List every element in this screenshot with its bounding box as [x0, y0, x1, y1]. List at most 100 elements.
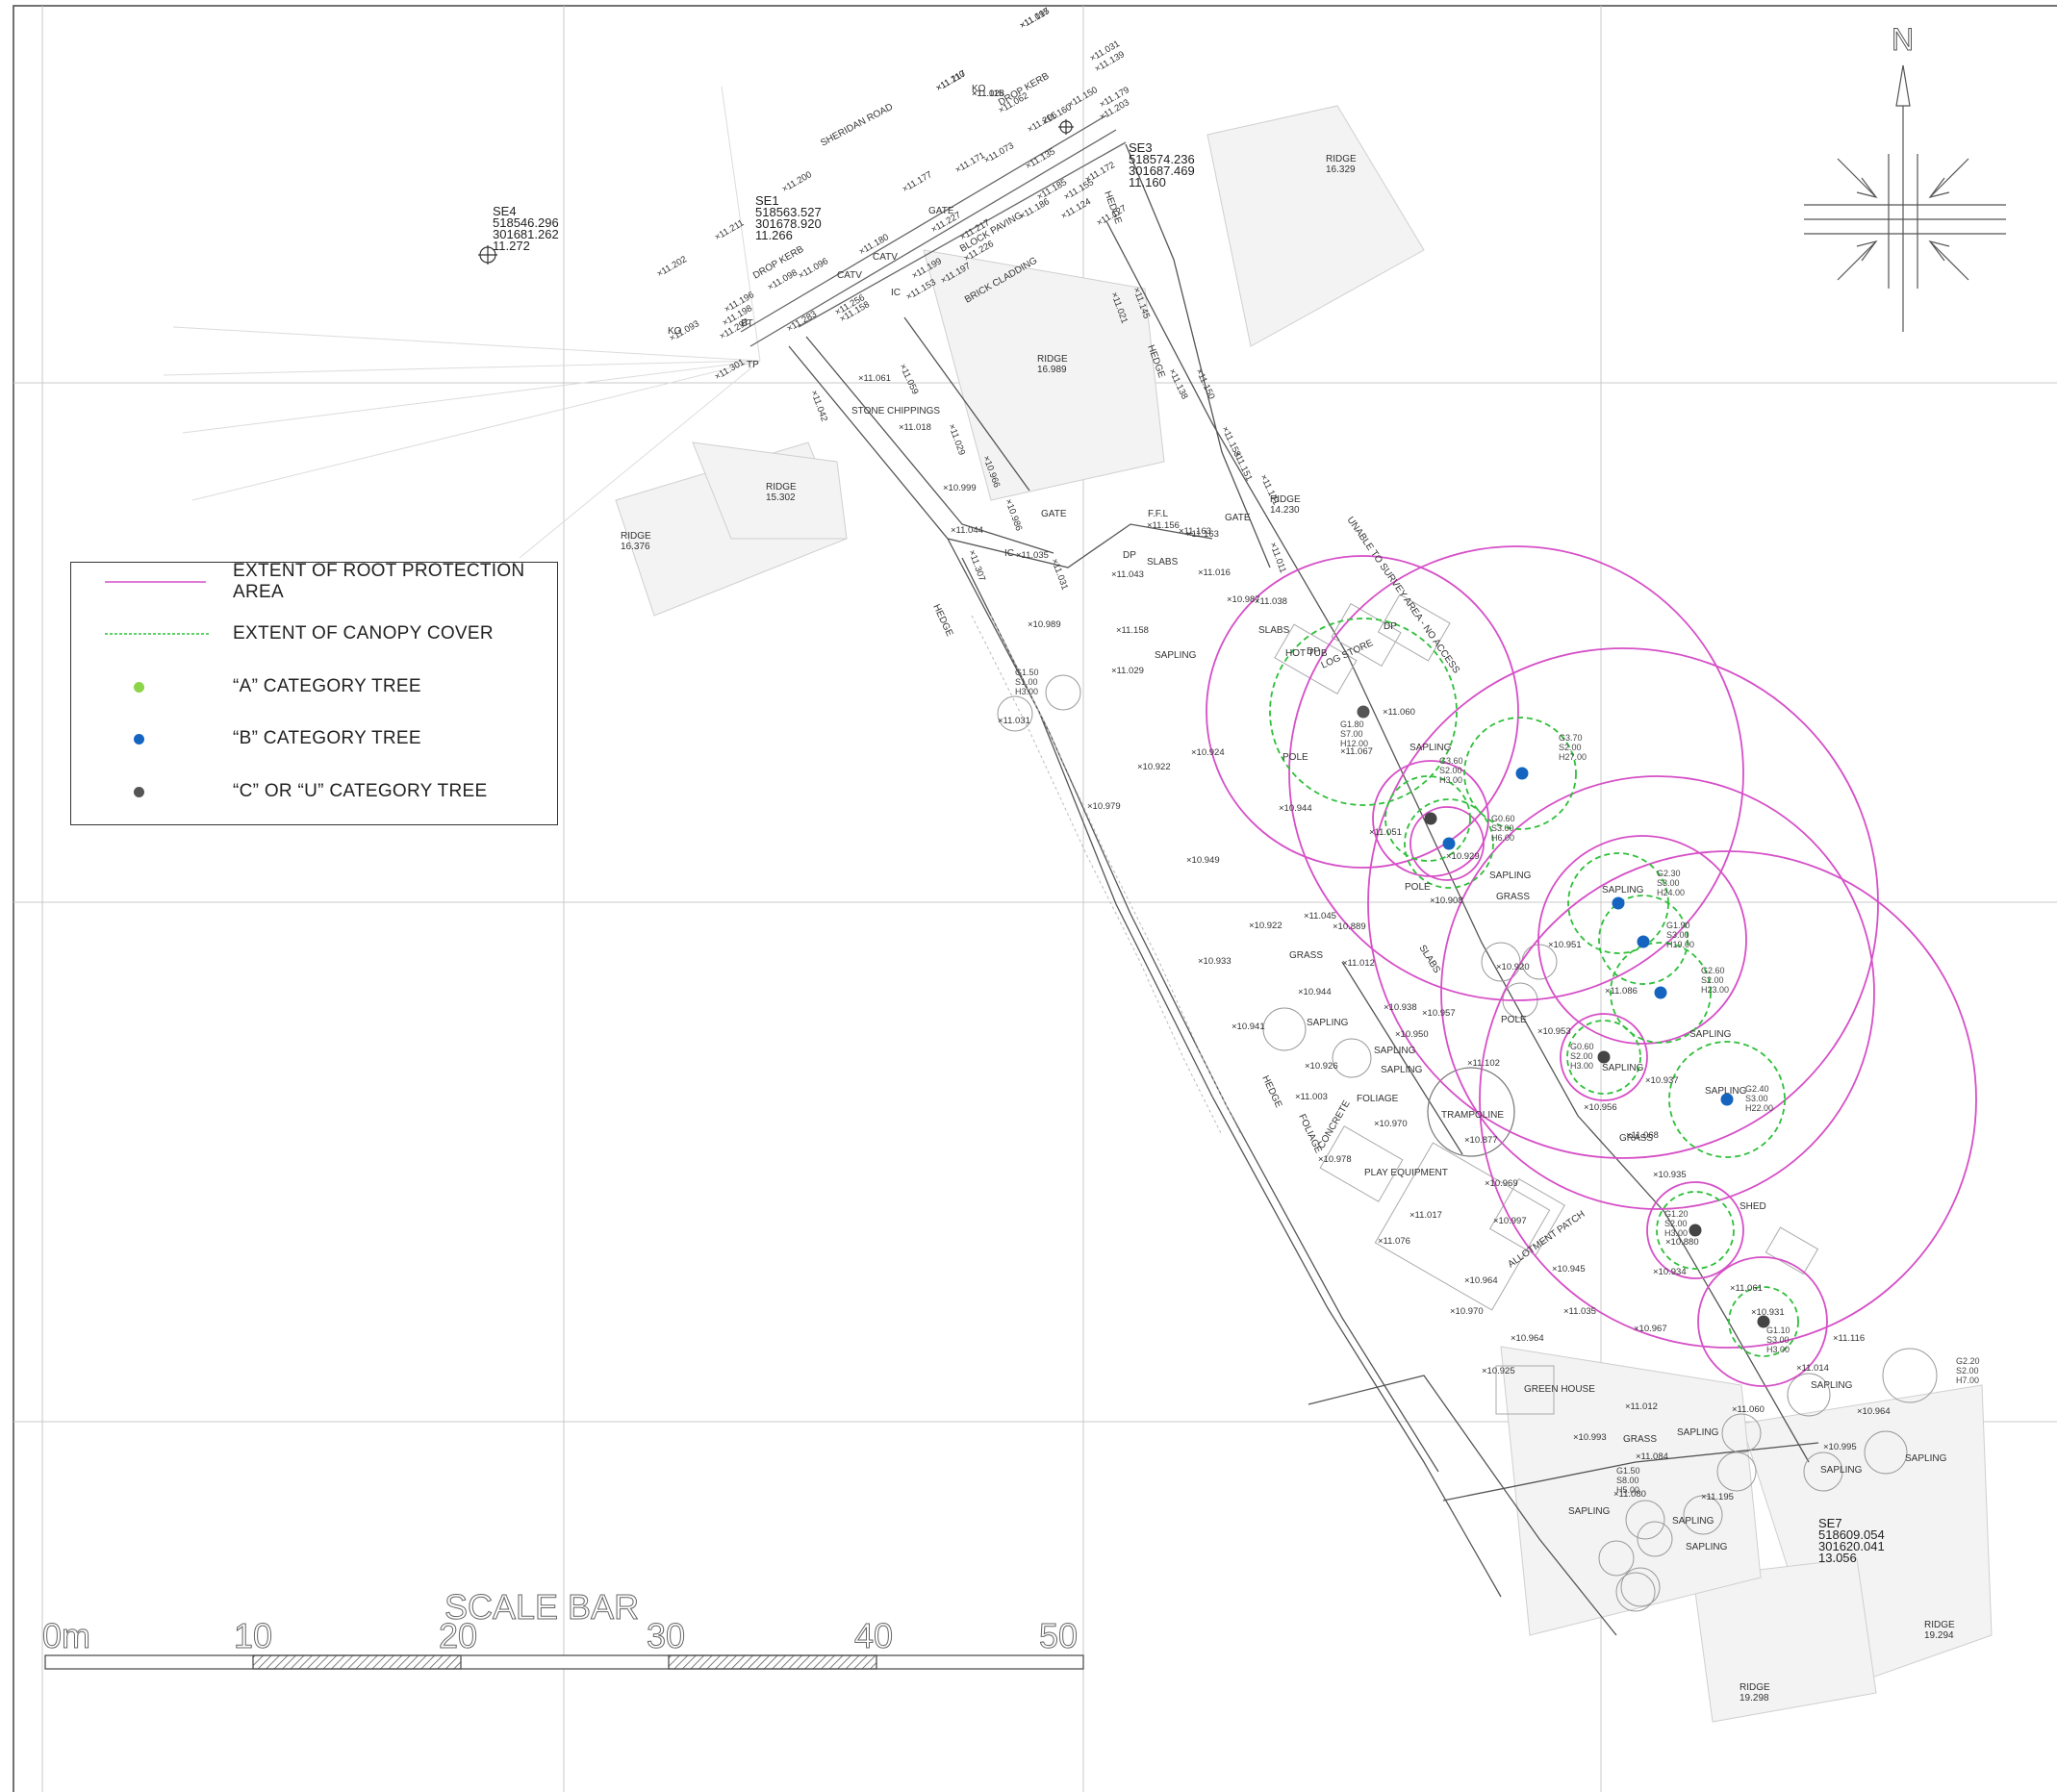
sapling-label-15: SAPLING: [1568, 1506, 1611, 1517]
station-se3-l: 11.160: [1129, 175, 1166, 189]
spot-level: ×11.084: [1636, 1451, 1668, 1462]
canopy-cover: [1269, 618, 1799, 1357]
spot-level: ×10.993: [1573, 1432, 1607, 1443]
gate-label-2: GATE: [1041, 509, 1067, 519]
svg-text:S1.00: S1.00: [1015, 677, 1038, 687]
svg-text:H3.00: H3.00: [1439, 775, 1462, 785]
sapling-label-9: SAPLING: [1689, 1029, 1732, 1040]
garden-features: [1274, 593, 1819, 1415]
spot-level: ×10.944: [1279, 803, 1312, 814]
ridge-level-3: 15.302: [766, 492, 796, 503]
svg-text:S3.00: S3.00: [1657, 878, 1680, 888]
tree-annotations: G1.80 S7.00 H12.00 G3.70 S2.00 H27.00 G3…: [1015, 668, 1980, 1495]
stone-chippings-label: STONE CHIPPINGS: [851, 406, 940, 416]
neighbour-buildings: [615, 105, 1993, 1723]
spot-level: ×11.283: [785, 309, 819, 334]
grass-label: GRASS: [1289, 950, 1323, 961]
ridge-label-3: RIDGE: [766, 482, 797, 492]
svg-text:H24.00: H24.00: [1657, 888, 1685, 897]
station-se1-l: 11.266: [755, 228, 793, 242]
svg-text:S3.00: S3.00: [1666, 930, 1689, 940]
spot-level: ×10.929: [1446, 851, 1480, 862]
rpa-line-key: [105, 581, 206, 583]
spot-level: ×11.150: [1066, 85, 1100, 110]
spot-level: ×10.978: [1318, 1154, 1352, 1165]
legend-label-canopy: EXTENT OF CANOPY COVER: [233, 623, 494, 644]
catv-label-2: CATV: [837, 270, 862, 281]
ridge-label-6: RIDGE: [1924, 1620, 1955, 1630]
spot-level: ×10.941: [1232, 1022, 1265, 1032]
spot-level: ×11.301: [713, 357, 747, 382]
tree-dot-c: [1597, 1050, 1611, 1064]
north-arrow: [1804, 64, 2006, 332]
ridge-label-5: RIDGE: [621, 531, 651, 542]
svg-text:G1.50: G1.50: [1015, 668, 1039, 677]
spot-level: ×11.115: [972, 88, 1003, 99]
spot-level: ×11.155: [1062, 177, 1096, 202]
spot-level: ×11.016: [1198, 568, 1231, 578]
tree-dot-b: [1515, 767, 1529, 780]
spot-level: ×10.935: [1653, 1170, 1687, 1180]
spot-level: ×11.200: [780, 169, 814, 194]
rpa-circle: [1646, 1181, 1744, 1279]
canopy-circle: [1656, 1191, 1735, 1270]
spot-level: ×11.017: [1409, 1210, 1442, 1221]
canopy-circle: [1610, 942, 1712, 1044]
survey-station-markers: [478, 119, 1074, 265]
spot-level: ×11.061: [1730, 1283, 1763, 1294]
sapling-label-4: SAPLING: [1602, 885, 1644, 896]
svg-text:H19.00: H19.00: [1666, 940, 1694, 949]
scale-tick-0: 0m: [42, 1616, 90, 1655]
hedge-label-3: HEDGE: [930, 603, 954, 639]
svg-text:S2.00: S2.00: [1956, 1366, 1979, 1376]
ffl-label: F.F.L: [1148, 509, 1169, 519]
spot-level: ×11.076: [1378, 1236, 1410, 1247]
spot-level: ×11.093: [668, 318, 701, 343]
survey-sight-lines: [163, 86, 761, 559]
ridge-label-7: RIDGE: [1740, 1682, 1770, 1693]
scale-bar: [44, 1654, 1084, 1670]
scale-tick-50: 50: [1039, 1616, 1078, 1655]
sapling-label-14: SAPLING: [1905, 1453, 1947, 1464]
rpa-circle: [1288, 545, 1744, 1001]
spot-level: ×11.150: [1193, 367, 1216, 401]
bt-label: BT: [741, 318, 753, 329]
ridge-level-4: 14.230: [1270, 505, 1300, 516]
spot-level: ×10.922: [1137, 762, 1171, 772]
rpa-circle: [1409, 806, 1485, 881]
spot-level: ×11.035: [1016, 550, 1049, 561]
ridge-label-4: RIDGE: [1270, 494, 1301, 505]
legend-item-a: “A” CATEGORY TREE: [71, 668, 557, 706]
sapling-label-11: SAPLING: [1811, 1380, 1853, 1391]
spot-level: ×10.997: [1493, 1216, 1527, 1226]
spot-level: ×10.979: [1087, 801, 1121, 812]
station-se1-id: SE1: [755, 193, 779, 208]
dp-label: DP: [1123, 550, 1136, 561]
svg-text:S2.00: S2.00: [1664, 1219, 1688, 1228]
ic-label-2: IC: [1004, 548, 1014, 559]
svg-text:G3.70: G3.70: [1559, 733, 1583, 743]
spot-level: ×11.138: [1166, 367, 1189, 401]
spot-level: ×11.042: [808, 389, 829, 423]
sapling-label-13: SAPLING: [1820, 1465, 1863, 1476]
station-se4-e: 518546.296: [493, 215, 559, 230]
station-se7-l: 13.056: [1818, 1551, 1857, 1565]
green-house-label: GREEN HOUSE: [1524, 1384, 1595, 1395]
spot-level: ×11.195: [1701, 1492, 1734, 1502]
hot-tub-label: HOT TUB: [1285, 648, 1328, 659]
canopy-circle: [1404, 798, 1494, 889]
station-se7-e: 518609.054: [1818, 1527, 1885, 1542]
ridge-label: RIDGE: [1326, 154, 1357, 164]
svg-text:G1.10: G1.10: [1766, 1325, 1790, 1335]
ridge-level-2: 16.989: [1037, 365, 1067, 375]
spot-level: ×11.011: [1267, 541, 1288, 574]
spot-level: ×10.889: [1333, 921, 1366, 932]
spot-level: ×11.038: [1255, 596, 1287, 607]
spot-level: ×11.080: [1613, 1489, 1646, 1500]
grass-label-2: GRASS: [1496, 892, 1530, 902]
svg-text:G2.40: G2.40: [1745, 1084, 1769, 1094]
svg-text:G2.20: G2.20: [1956, 1356, 1980, 1366]
legend-item-c: “C” OR “U” CATEGORY TREE: [71, 772, 557, 811]
legend-label-a: “A” CATEGORY TREE: [233, 676, 421, 696]
